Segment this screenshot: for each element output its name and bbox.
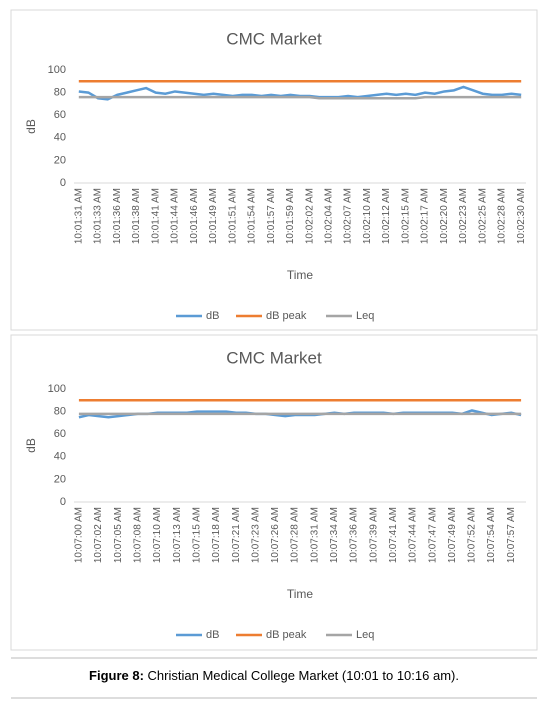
y-tick-label: 0: [60, 496, 66, 508]
y-tick-label: 0: [60, 177, 66, 189]
x-tick-label: 10:01:51 AM: [227, 188, 238, 244]
x-tick-label: 10:07:00 AM: [74, 507, 85, 563]
y-tick-label: 40: [54, 132, 66, 144]
x-tick-label: 10:07:05 AM: [113, 507, 124, 563]
chart: CMC Market dB Time 0 20 40 60 80 100 10:07:00 AM 1…: [24, 348, 526, 641]
x-axis-title: Time: [287, 268, 314, 282]
chart-border: [10, 9, 538, 331]
caption-label: Figure 8:: [89, 668, 144, 683]
x-tick-label: 10:02:25 AM: [477, 188, 488, 244]
x-tick-label: 10:07:39 AM: [368, 507, 379, 563]
x-tick-label: 10:07:13 AM: [172, 507, 183, 563]
x-tick-label: 10:02:30 AM: [516, 188, 527, 244]
y-tick-label: 80: [54, 87, 66, 99]
x-tick-label: 10:01:38 AM: [131, 188, 142, 244]
x-tick-label: 10:07:47 AM: [427, 507, 438, 563]
x-tick-label: 10:01:44 AM: [170, 188, 181, 244]
x-axis-title: Time: [287, 587, 314, 601]
x-tick-label: 10:01:33 AM: [93, 188, 104, 244]
y-axis-title: dB: [24, 119, 38, 134]
x-tick-label: 10:02:02 AM: [304, 188, 315, 244]
x-tick-label: 10:02:20 AM: [439, 188, 450, 244]
x-tick-label: 10:07:41 AM: [388, 507, 399, 563]
legend-label: dB peak: [266, 310, 307, 322]
x-tick-label: 10:02:15 AM: [400, 188, 411, 244]
x-tick-label: 10:02:28 AM: [497, 188, 508, 244]
y-tick-label: 20: [54, 154, 66, 166]
y-tick-label: 20: [54, 473, 66, 485]
caption: Figure 8: Christian Medical College Mark…: [89, 668, 459, 683]
x-tick-label: 10:07:28 AM: [290, 507, 301, 563]
y-tick-label: 40: [54, 451, 66, 463]
x-tick-label: 10:07:54 AM: [486, 507, 497, 563]
y-tick-label: 80: [54, 406, 66, 418]
x-tick-label: 10:01:49 AM: [208, 188, 219, 244]
y-tick-label: 60: [54, 428, 66, 440]
x-tick-label: 10:01:54 AM: [247, 188, 258, 244]
x-tick-label: 10:07:36 AM: [349, 507, 360, 563]
x-tick-label: 10:07:31 AM: [309, 507, 320, 563]
x-tick-label: 10:02:07 AM: [343, 188, 354, 244]
x-tick-label: 10:07:57 AM: [506, 507, 517, 563]
x-tick-label: 10:07:18 AM: [211, 507, 222, 563]
x-tick-label: 10:01:36 AM: [112, 188, 123, 244]
x-tick-label: 10:01:41 AM: [150, 188, 161, 244]
data-line: [78, 95, 522, 100]
x-tick-label: 10:07:10 AM: [152, 507, 163, 563]
x-tick-label: 10:01:46 AM: [189, 188, 200, 244]
x-tick-label: 10:07:34 AM: [329, 507, 340, 563]
x-tick-label: 10:02:23 AM: [458, 188, 469, 244]
x-tick-label: 10:07:52 AM: [467, 507, 478, 563]
chart-border: [10, 334, 538, 651]
x-tick-label: 10:07:26 AM: [270, 507, 281, 563]
chart-title: CMC Market: [226, 348, 322, 367]
caption-text: Christian Medical College Market (10:01 …: [148, 668, 459, 683]
chart-title: CMC Market: [226, 29, 322, 48]
x-tick-label: 10:07:15 AM: [191, 507, 202, 563]
x-tick-label: 10:01:59 AM: [285, 188, 296, 244]
x-tick-label: 10:07:02 AM: [93, 507, 104, 563]
legend-label: dB: [206, 629, 219, 641]
x-tick-label: 10:07:21 AM: [231, 507, 242, 563]
legend-label: dB: [206, 310, 219, 322]
y-tick-label: 60: [54, 109, 66, 121]
x-tick-label: 10:07:23 AM: [250, 507, 261, 563]
y-tick-label: 100: [48, 64, 66, 76]
y-axis-title: dB: [24, 438, 38, 453]
chart: CMC Market dB Time 0 20 40 60 80 100 10:01:31 AM 1…: [24, 29, 527, 321]
x-tick-label: 10:07:44 AM: [408, 507, 419, 563]
x-tick-label: 10:01:31 AM: [73, 188, 84, 244]
y-tick-label: 100: [48, 383, 66, 395]
legend-label: Leq: [356, 310, 374, 322]
x-tick-label: 10:02:10 AM: [362, 188, 373, 244]
x-tick-label: 10:07:08 AM: [133, 507, 144, 563]
x-tick-label: 10:01:57 AM: [266, 188, 277, 244]
x-tick-label: 10:07:49 AM: [447, 507, 458, 563]
x-tick-label: 10:02:17 AM: [420, 188, 431, 244]
legend-label: dB peak: [266, 629, 307, 641]
x-tick-label: 10:02:04 AM: [323, 188, 334, 244]
x-tick-label: 10:02:12 AM: [381, 188, 392, 244]
legend-label: Leq: [356, 629, 374, 641]
